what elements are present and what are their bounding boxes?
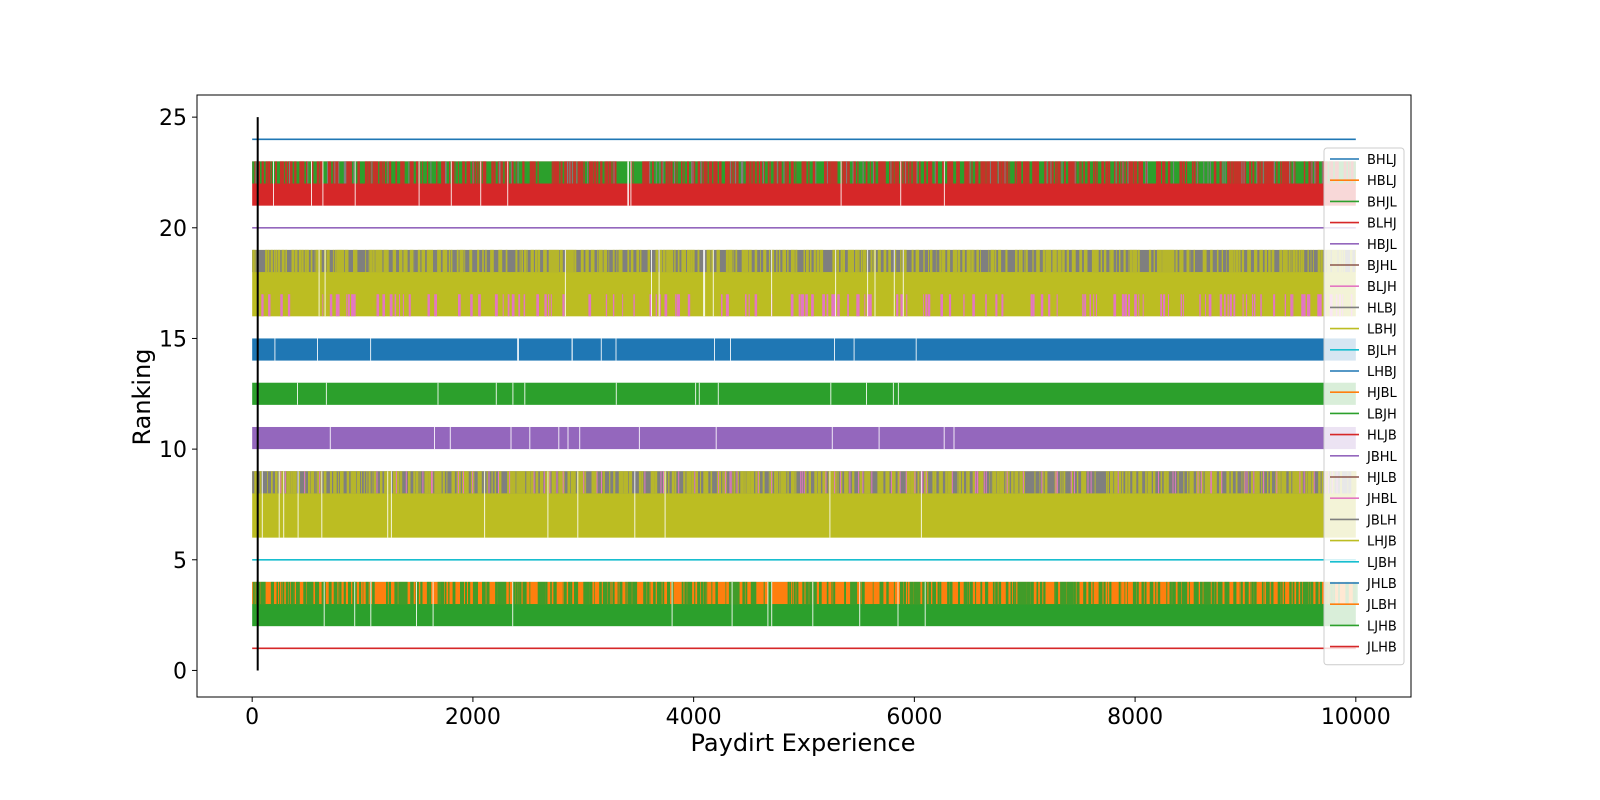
legend-label-hbjl: HBJL: [1367, 238, 1398, 253]
y-tick-label: 10: [159, 438, 187, 463]
legend-label-lbhj: LBHJ: [1367, 323, 1397, 338]
legend-label-bhlj: BHLJ: [1367, 153, 1397, 168]
x-tick-label: 2000: [445, 705, 501, 730]
y-tick-label: 5: [173, 549, 187, 574]
legend-label-hjbl: HJBL: [1367, 386, 1398, 401]
legend-label-hlbj: HLBJ: [1367, 301, 1397, 316]
legend-label-ljbh: LJBH: [1367, 556, 1397, 571]
band-6: [252, 581, 1358, 627]
x-tick-label: 10000: [1321, 705, 1391, 730]
band-lower-stripes: [261, 294, 1353, 317]
legend-label-jlhb: JLHB: [1366, 641, 1397, 656]
band-0: [252, 161, 1356, 206]
legend-label-lhjb: LHJB: [1367, 535, 1397, 550]
y-tick-label: 25: [159, 106, 187, 131]
band-stripes: [252, 249, 1356, 272]
legend-label-bjhl: BJHL: [1367, 259, 1398, 274]
band-1: [252, 249, 1356, 317]
legend-label-jlbh: JLBH: [1366, 598, 1397, 613]
y-tick-label: 20: [159, 217, 187, 242]
plot-frame: [196, 94, 1412, 698]
band-fill: [252, 426, 1356, 450]
band-2: [252, 338, 1356, 361]
legend-label-jhbl: JHBL: [1366, 492, 1398, 507]
legend-label-hblj: HBLJ: [1367, 174, 1397, 189]
plot-area: [252, 117, 1358, 671]
legend-label-blhj: BLHJ: [1367, 217, 1397, 232]
legend-box: [1323, 147, 1405, 666]
legend-label-bljh: BLJH: [1367, 280, 1397, 295]
x-tick-label: 6000: [886, 705, 942, 730]
axes: 0 2000 4000 6000 8000 10000 0 5 10 15 20 25: [159, 94, 1412, 730]
y-axis-label: Ranking: [128, 348, 156, 445]
x-tick-label: 4000: [666, 705, 722, 730]
x-axis-label: Paydirt Experience: [691, 729, 916, 757]
band-alt-stripes: [280, 471, 1338, 494]
legend-label-bjlh: BJLH: [1367, 344, 1397, 359]
band-stripes: [253, 581, 1358, 604]
band-4: [252, 426, 1356, 450]
legend-label-ljhb: LJHB: [1367, 619, 1397, 634]
legend-label-lbjh: LBJH: [1367, 407, 1397, 422]
band-fill: [252, 382, 1356, 405]
x-tick-label: 0: [245, 705, 259, 730]
legend-label-hjlb: HJLB: [1367, 471, 1397, 486]
x-tick-label: 8000: [1107, 705, 1163, 730]
legend-label-jblh: JBLH: [1366, 513, 1397, 528]
y-tick-label: 15: [159, 327, 187, 352]
legend-label-bhjl: BHJL: [1367, 195, 1398, 210]
legend-label-jhlb: JHLB: [1366, 577, 1397, 592]
band-stripes: [254, 161, 1354, 184]
band-5: [252, 471, 1357, 538]
legend-label-jbhl: JBHL: [1366, 450, 1398, 465]
y-tick-label: 0: [173, 659, 187, 684]
legend: BHLJ HBLJ BHJL BLHJ HBJL BJHL BLJH HLBJ LBHJ BJLH…: [1323, 147, 1405, 666]
band-stripes: [254, 471, 1357, 494]
legend-label-hljb: HLJB: [1367, 429, 1397, 444]
band-fill: [252, 338, 1356, 361]
band-3: [252, 382, 1356, 405]
legend-label-lhbj: LHBJ: [1367, 365, 1397, 380]
